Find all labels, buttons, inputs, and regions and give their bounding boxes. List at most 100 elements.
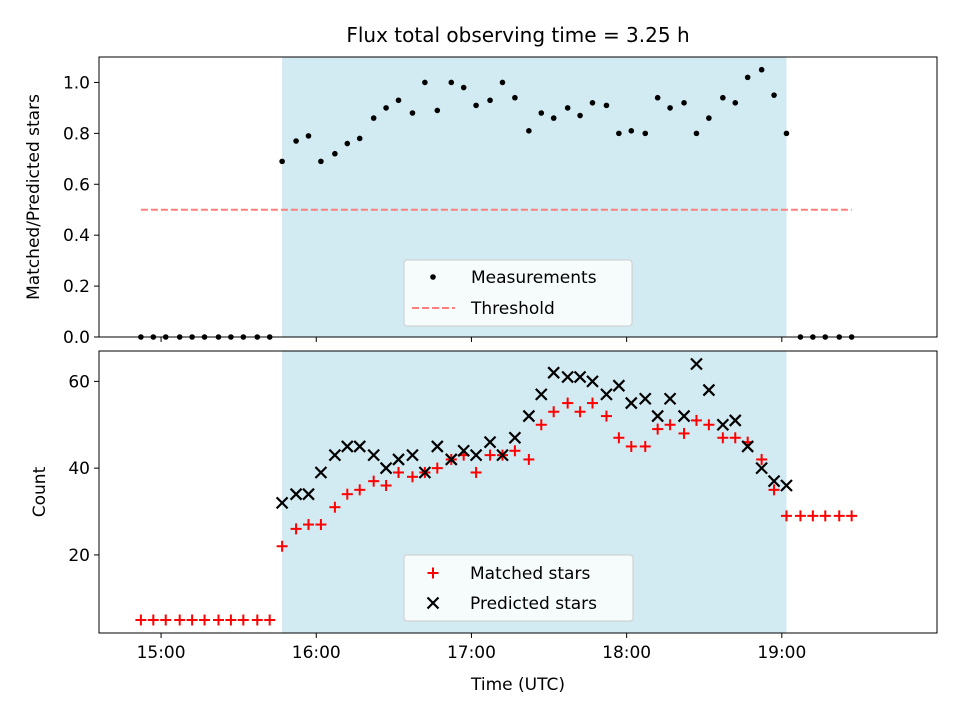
legend-predicted-cross [426,596,440,610]
measurement-point [409,110,416,116]
predicted-star-point [444,453,458,466]
top-data-marks [138,66,855,340]
measurement-point [512,94,518,101]
matched-star-point [664,419,676,431]
predicted-star-point [612,379,626,392]
bottom-x-tick-label: 15:00 [137,643,186,663]
matched-star-point [678,427,690,439]
predicted-star-point [496,448,509,462]
top-axes-frame [98,56,938,338]
predicted-star-point [728,414,742,427]
predicted-star-point [625,396,638,410]
predicted-star-point [469,448,483,462]
predicted-star-point [716,418,730,432]
matched-star-point [290,523,302,535]
measurement-point [356,135,363,142]
measurement-point [616,130,622,137]
top-x-ticks [160,337,783,342]
predicted-star-point [275,496,289,510]
measurement-point [642,130,649,137]
top-y-ticks: 0.0 0.2 0.4 0.6 0.8 1.0 [63,73,99,348]
matched-star-point [135,614,147,626]
predicted-star-point [651,409,664,423]
predicted-star-point [418,466,432,479]
matched-star-point [846,510,858,522]
top-legend-box [403,259,633,327]
legend-matched-marker [427,567,439,579]
predicted-star-point [663,392,677,406]
predicted-star-point [767,474,781,488]
matched-star-point [703,419,715,431]
measurement-point [293,138,299,144]
matched-star-point [768,484,780,496]
measurement-point [422,79,428,86]
bottom-y-ticks: 20 40 60 [68,372,99,566]
predicted-star-point [406,448,419,462]
measurement-point [434,107,441,114]
matched-star-point [147,614,159,626]
predicted-star-point [302,487,315,501]
matched-star-point [251,614,263,626]
predicted-star-point [638,392,652,406]
matched-star-point [613,432,625,444]
matched-star-point [303,519,314,531]
measurement-point [667,105,673,111]
predicted-star-point [431,440,444,453]
bottom-x-tick-label: 19:00 [757,643,806,663]
measurement-point [279,158,285,165]
matched-star-point [639,440,651,452]
measurement-point [577,112,583,119]
measurement-point [526,128,532,134]
matched-star-point [729,432,741,444]
bottom-y-tick-label: 40 [68,459,90,479]
bottom-x-tick-label: 17:00 [447,643,496,663]
predicted-star-point [289,487,303,501]
predicted-star-point [367,448,380,462]
measurement-point [654,94,661,101]
matched-star-point [315,519,327,531]
bottom-legend: Matched stars Predicted stars [403,554,634,622]
predicted-star-point [600,388,613,401]
bottom-x-tick-label: 16:00 [292,643,341,663]
measurement-point [395,97,402,104]
top-y-tick-label: 0.8 [63,124,90,144]
measurement-point [344,140,351,147]
predicted-star-point [573,370,587,384]
measurement-point [473,102,479,109]
matched-star-point [574,406,586,418]
bottom-legend-box [403,554,634,622]
matched-star-point [756,453,768,465]
measurement-point [783,130,790,137]
measurement-point [499,79,506,86]
measurement-point [487,97,493,104]
matched-star-point [794,510,806,522]
predicted-star-point [780,479,793,492]
measurement-point [706,115,712,121]
matched-star-point [431,462,443,474]
matched-star-point [819,510,831,522]
legend-threshold-label: Threshold [470,299,555,319]
bottom-y-tick-label: 20 [68,546,90,566]
predicted-star-point [755,461,768,475]
top-panel: 0.0 0.2 0.4 0.6 0.8 1.0 Flux total observing … [24,23,938,348]
matched-star-point [600,410,612,422]
predicted-star-point [457,444,470,458]
bottom-axes-frame [98,350,938,634]
predicted-star-point [741,440,754,453]
matched-star-point [717,432,729,444]
matched-star-point [548,406,560,418]
bottom-y-axis-label: Count [30,466,50,517]
measurement-point [538,110,545,116]
matched-star-point [199,614,211,626]
predicted-star-point [677,409,691,423]
measurement-point [564,105,571,111]
measurement-point [758,66,765,73]
matched-star-point [225,614,237,626]
legend-measurements-marker [430,274,436,280]
top-y-tick-label: 0.2 [63,277,90,297]
matched-star-point [470,466,482,478]
measurement-point [305,133,312,139]
measurement-point [383,105,389,111]
predicted-star-point [483,435,497,449]
predicted-star-point [341,440,354,453]
